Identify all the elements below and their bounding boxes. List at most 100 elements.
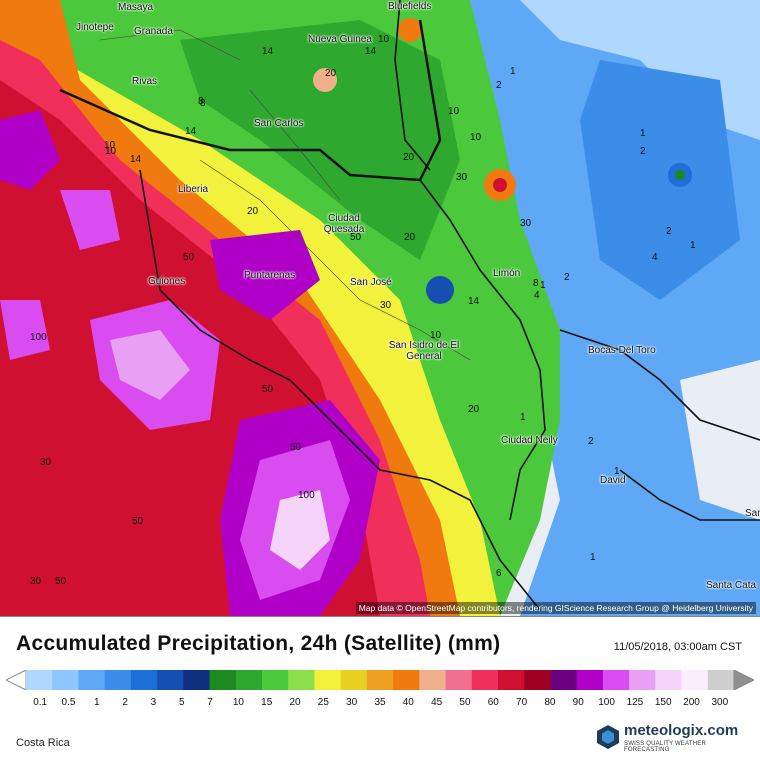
legend-swatch	[366, 670, 394, 690]
legend-swatch	[576, 670, 604, 690]
legend-swatch	[52, 670, 79, 690]
legend-label: 45	[431, 697, 443, 708]
legend-swatch	[78, 670, 106, 690]
contour-value: 14	[262, 46, 274, 57]
legend-swatch	[104, 670, 132, 690]
legend-swatch	[524, 670, 551, 690]
contour-value: 20	[247, 206, 259, 217]
city-label: Nueva Guinea	[308, 34, 372, 45]
legend-swatch	[602, 670, 630, 690]
legend-label: 80	[544, 697, 556, 708]
legend-label: 70	[516, 697, 528, 708]
legend-swatch	[130, 670, 158, 690]
legend-label: 10	[232, 697, 244, 708]
contour-value: 50	[55, 576, 67, 587]
legend-swatch	[235, 670, 263, 690]
legend-swatch	[550, 670, 578, 690]
contour-value: 8	[533, 278, 539, 289]
city-label: Puntarenas	[244, 270, 296, 281]
city-label: Bocas Del Toro	[588, 345, 656, 356]
contour-value: 30	[520, 218, 532, 229]
city-label: Ciudad Quesada	[323, 213, 365, 235]
contour-value: 2	[564, 272, 570, 283]
contour-value: 1	[510, 66, 516, 77]
legend-swatch	[209, 670, 237, 690]
legend-swatch	[393, 670, 420, 690]
legend-label: 7	[207, 697, 213, 708]
city-label: Santa Cata	[706, 580, 757, 591]
contour-value: 1	[540, 280, 546, 291]
contour-value: 2	[496, 80, 502, 91]
legend-label: 15	[261, 697, 273, 708]
legend-swatch	[262, 670, 289, 690]
contour-value: 30	[30, 576, 42, 587]
contour-value: 20	[468, 404, 480, 415]
city-label: Rivas	[132, 76, 158, 87]
contour-value: 20	[404, 232, 416, 243]
contour-value: 10	[104, 140, 116, 151]
contour-value: 14	[185, 126, 197, 137]
legend-labels: 0.1 0.5 1 2 3 5 7 10 15 20 25 30 35 40 45 50 60 70 80 90 100…	[0, 697, 760, 711]
legend-swatch	[655, 670, 683, 690]
legend-label: 300	[711, 697, 729, 708]
legend-label: 25	[317, 697, 329, 708]
legend-swatch	[629, 670, 656, 690]
legend-label: 125	[626, 697, 644, 708]
legend-label: 200	[683, 697, 700, 708]
contour-value: 8	[198, 96, 204, 107]
meteologix-logo[interactable]: meteologix.com SWISS QUALITY WEATHER FOR…	[596, 722, 746, 754]
contour-value: 8	[200, 98, 206, 109]
legend-label: 0.1	[33, 697, 48, 708]
contour-value: 1	[520, 412, 526, 423]
legend-label: 35	[374, 697, 386, 708]
contour-value: 6	[496, 568, 502, 579]
legend-swatch	[471, 670, 499, 690]
legend-label: 2	[122, 697, 128, 708]
legend-label: 40	[402, 697, 414, 708]
legend-swatch	[707, 670, 735, 690]
contour-value: 50	[350, 232, 362, 243]
legend-swatch	[445, 670, 473, 690]
legend-label: 3	[150, 697, 157, 708]
contour-value: 100	[298, 490, 315, 501]
legend-label: 90	[572, 697, 584, 708]
contour-value: 4	[652, 252, 658, 263]
city-label: Jinotepe	[76, 22, 114, 33]
contour-value: 1	[614, 466, 620, 477]
logo-hexagon-icon	[597, 725, 619, 749]
city-label: Ciudad Neily	[501, 435, 558, 446]
legend-label: 50	[459, 697, 471, 708]
contour-value: 1	[640, 128, 646, 139]
precipitation-map[interactable]: Masaya Jinotepe Granada Bluefields Nueva Gui…	[0, 0, 760, 617]
city-label: Masaya	[118, 2, 154, 13]
contour-value: 14	[365, 46, 377, 57]
city-label: San José	[350, 277, 392, 288]
contour-value: 14	[130, 154, 142, 165]
legend-label: 60	[487, 697, 499, 708]
legend-swatch	[681, 670, 709, 690]
legend-label: 20	[289, 697, 301, 708]
map-attribution[interactable]: Map data © OpenStreetMap contributors, r…	[355, 602, 756, 614]
region-name: Costa Rica	[16, 737, 70, 749]
legend-swatch	[26, 670, 53, 690]
city-label: Guiones	[148, 276, 186, 287]
contour-value: 20	[403, 152, 415, 163]
contour-value: 2	[640, 146, 646, 157]
legend-swatch	[183, 670, 211, 690]
contour-value: 4	[534, 290, 540, 301]
contour-value: 30	[456, 172, 468, 183]
city-label: Bluefields	[388, 1, 432, 12]
legend-swatch	[498, 670, 525, 690]
valid-datetime: 11/05/2018, 03:00am CST	[613, 641, 742, 653]
contour-value: 2	[666, 226, 672, 237]
contour-value: 10	[105, 146, 117, 157]
contour-value: 10	[448, 106, 460, 117]
city-label: San Isidro de El General	[388, 340, 460, 362]
logo-tagline: SWISS QUALITY WEATHER FORECASTING	[624, 741, 706, 753]
contour-value: 100	[30, 332, 47, 343]
city-label: Granada	[134, 26, 173, 37]
city-label: David	[600, 475, 626, 486]
contour-value: 14	[468, 296, 480, 307]
legend-swatch	[288, 670, 315, 690]
legend-max-arrow	[733, 670, 754, 690]
